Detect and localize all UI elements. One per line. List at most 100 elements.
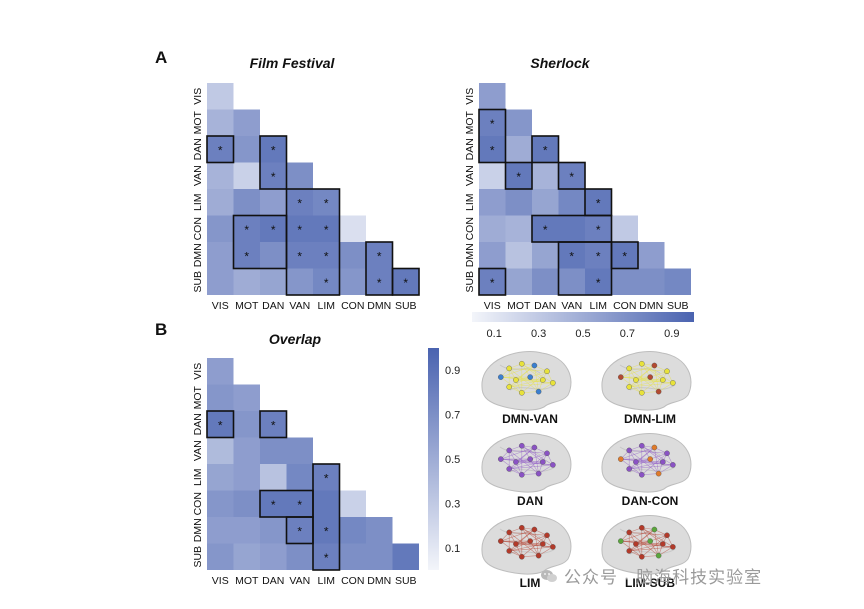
heatmap-cell <box>585 268 612 295</box>
heatmap-cell <box>286 215 313 242</box>
heatmap-cell <box>585 242 612 269</box>
heatmap-cell <box>260 136 287 163</box>
heatmap-cell <box>233 411 260 438</box>
colorbar-tick-label: 0.1 <box>487 328 502 340</box>
heatmap-cell <box>207 384 234 411</box>
brain-panel-label: LIM-SUB <box>625 576 675 590</box>
significance-marker: * <box>271 170 276 184</box>
heatmap-cell <box>313 268 340 295</box>
heatmap-cell <box>207 242 234 269</box>
brain-network-lim <box>481 515 572 575</box>
heatmap-cell <box>505 268 532 295</box>
heatmap-cell <box>207 464 234 491</box>
colorbar-horizontal: 0.1 0.3 0.5 0.7 0.9 <box>472 312 694 340</box>
col-label-mot: MOT <box>235 575 259 587</box>
heatmap-cell <box>207 268 234 295</box>
heatmap-cell <box>638 268 665 295</box>
heatmap-cell <box>479 189 506 216</box>
heatmap-cell <box>558 242 585 269</box>
significance-marker: * <box>490 143 495 157</box>
col-label-mot: MOT <box>507 300 531 312</box>
significance-box <box>478 108 507 164</box>
heatmap-cell <box>286 517 313 544</box>
heatmap-cell <box>505 136 532 163</box>
heatmap-cell <box>532 189 559 216</box>
significance-marker: * <box>324 551 329 565</box>
heatmap-cell <box>260 543 287 570</box>
heatmap-cell <box>339 543 366 570</box>
heatmap-cell <box>313 189 340 216</box>
heatmap-cell <box>207 517 234 544</box>
heatmap-cell <box>233 189 260 216</box>
row-label-mot: MOT <box>464 111 476 135</box>
heatmap-cell <box>207 215 234 242</box>
significance-marker: * <box>543 143 548 157</box>
significance-marker: * <box>271 143 276 157</box>
heatmap-cell <box>532 136 559 163</box>
heatmap-cell <box>479 242 506 269</box>
heatmap-cell <box>339 268 366 295</box>
brain-panel-label: DAN-CON <box>622 494 679 508</box>
heatmap-cell <box>313 464 340 491</box>
significance-marker: * <box>324 524 329 538</box>
significance-marker: * <box>490 117 495 131</box>
heatmap-cell <box>233 162 260 189</box>
row-label-van: VAN <box>192 165 204 186</box>
heatmap-cell <box>366 242 393 269</box>
significance-box <box>259 410 288 439</box>
row-label-van: VAN <box>464 165 476 186</box>
heatmap-cell <box>207 136 234 163</box>
brain-network-dan-con <box>601 433 692 493</box>
heatmap-cell <box>207 162 234 189</box>
col-label-lim: LIM <box>317 575 335 587</box>
significance-box <box>285 516 314 545</box>
heatmap-cell <box>286 268 313 295</box>
heatmap-cell <box>313 517 340 544</box>
significance-marker: * <box>271 498 276 512</box>
heatmap-cell <box>532 162 559 189</box>
heatmap-cell <box>479 268 506 295</box>
heatmap-cell <box>366 268 393 295</box>
heatmap-cell <box>207 411 234 438</box>
col-label-van: VAN <box>561 300 582 312</box>
heatmap-cell <box>339 517 366 544</box>
panel-letter-b: B <box>155 320 168 339</box>
significance-marker: * <box>569 249 574 263</box>
colorbar-vertical: 0.1 0.3 0.5 0.7 0.9 <box>428 348 460 570</box>
heatmap-cell <box>505 189 532 216</box>
significance-box <box>206 410 235 439</box>
heatmap-cell <box>532 242 559 269</box>
heatmap-cell <box>260 189 287 216</box>
significance-marker: * <box>244 249 249 263</box>
heatmap-cell <box>207 109 234 136</box>
heatmap-cell <box>286 437 313 464</box>
significance-box <box>232 214 288 270</box>
row-label-vis: VIS <box>464 88 476 105</box>
significance-marker: * <box>297 196 302 210</box>
watermark-text: 公众号 · 脑海科技实验室 <box>564 568 763 587</box>
row-label-sub: SUB <box>192 271 204 293</box>
heatmap-cell <box>558 268 585 295</box>
heatmap-cell <box>366 517 393 544</box>
heatmap-cell <box>260 411 287 438</box>
panel-letter-a: A <box>155 48 168 67</box>
row-label-dmn: DMN <box>192 243 204 267</box>
col-label-mot: MOT <box>235 300 259 312</box>
heatmap-cell <box>233 543 260 570</box>
brain-network-lim-sub <box>601 515 692 575</box>
heatmap-cell <box>207 358 234 385</box>
col-label-lim: LIM <box>589 300 607 312</box>
col-label-dmn: DMN <box>367 575 391 587</box>
heatmap-cell <box>233 384 260 411</box>
row-label-lim: LIM <box>464 193 476 211</box>
heatmap-cell <box>260 268 287 295</box>
significance-box <box>391 267 420 296</box>
significance-marker: * <box>377 276 382 290</box>
significance-marker: * <box>218 418 223 432</box>
heatmap-cell <box>339 215 366 242</box>
heatmap-cell <box>585 215 612 242</box>
heatmap-cell <box>505 162 532 189</box>
watermark: 公众号 · 脑海科技实验室 <box>540 563 762 588</box>
heatmap-cell <box>260 490 287 517</box>
